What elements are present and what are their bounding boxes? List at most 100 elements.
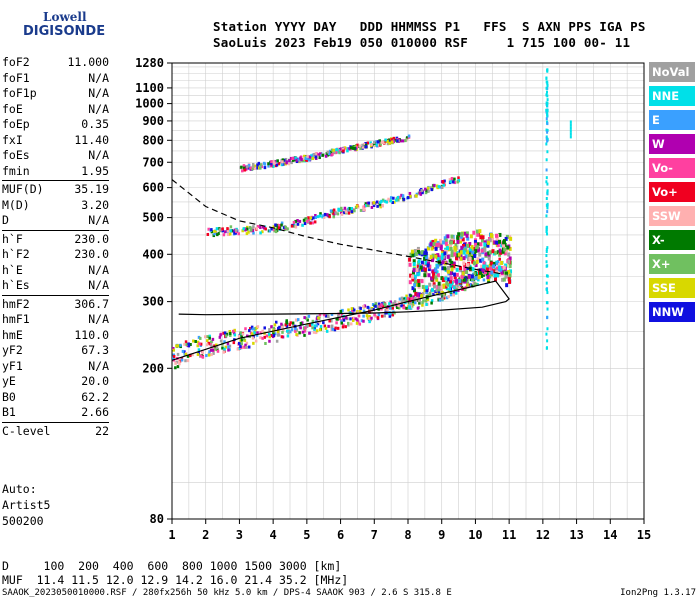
data-point [368, 317, 371, 321]
data-point [223, 347, 226, 351]
data-point [178, 362, 181, 366]
data-point [476, 257, 480, 262]
data-point [546, 288, 549, 292]
data-point [342, 323, 345, 327]
data-point [199, 336, 202, 340]
data-point [461, 237, 465, 242]
data-point [290, 224, 294, 228]
data-point [306, 154, 309, 158]
data-point [208, 336, 211, 340]
data-point [443, 266, 447, 271]
data-point [569, 120, 572, 124]
data-point [480, 248, 484, 253]
data-point [452, 250, 456, 255]
data-point [496, 250, 500, 255]
data-point [326, 213, 329, 217]
data-point [273, 161, 276, 165]
data-point [450, 267, 454, 272]
data-point [363, 304, 367, 308]
data-point [492, 261, 496, 266]
data-point [490, 261, 494, 266]
data-point [545, 180, 548, 184]
data-point [432, 274, 436, 279]
data-point [388, 314, 392, 318]
data-point [324, 326, 328, 330]
data-point [351, 146, 355, 150]
data-point [459, 256, 463, 261]
param-value: 2.66 [81, 405, 109, 419]
data-point [380, 314, 384, 318]
data-point [250, 327, 254, 331]
data-point [395, 198, 398, 202]
data-point [375, 200, 379, 204]
data-point [431, 256, 435, 261]
data-point [347, 321, 350, 325]
data-point [224, 230, 227, 234]
legend-entry: NoVal [649, 62, 695, 82]
data-point [231, 329, 235, 333]
data-point [269, 333, 273, 337]
data-point [305, 324, 309, 328]
data-point [545, 90, 548, 94]
data-point [199, 342, 203, 346]
data-point [256, 224, 260, 228]
data-point [420, 279, 424, 284]
data-point [454, 291, 458, 295]
data-point [346, 149, 349, 153]
data-point [482, 260, 486, 265]
data-point [443, 251, 447, 256]
data-point [504, 271, 508, 276]
data-point [403, 299, 406, 303]
data-point [206, 232, 210, 236]
data-point [472, 246, 476, 251]
data-point [545, 203, 548, 207]
data-point [498, 265, 502, 270]
data-point [353, 209, 356, 213]
data-point [466, 243, 470, 248]
data-point [458, 279, 462, 284]
data-point [456, 239, 460, 244]
data-point [449, 271, 453, 276]
data-point [492, 264, 496, 269]
data-point [439, 238, 443, 243]
data-point [340, 147, 343, 151]
data-point [370, 316, 373, 320]
data-point [431, 287, 435, 292]
data-point [302, 218, 306, 222]
data-point [332, 148, 335, 152]
data-point [180, 358, 184, 362]
data-point [482, 264, 486, 269]
data-point [470, 244, 474, 249]
data-point [380, 303, 383, 307]
data-point [384, 304, 387, 308]
data-point [416, 292, 420, 297]
data-point [289, 156, 293, 160]
param-value: 306.7 [74, 296, 109, 311]
data-point [274, 227, 277, 231]
data-point [305, 156, 309, 160]
data-point [453, 177, 456, 181]
data-point [460, 232, 464, 237]
data-point [411, 286, 415, 291]
data-point [433, 284, 437, 289]
legend-entry: Vo+ [649, 182, 695, 202]
data-point [251, 226, 254, 230]
data-point [277, 226, 281, 230]
data-point [263, 326, 266, 330]
param-separator [2, 180, 109, 181]
data-point [263, 335, 266, 339]
data-point [481, 267, 485, 272]
data-point [413, 283, 417, 288]
data-point [245, 345, 248, 349]
data-point [487, 256, 491, 261]
data-point [392, 196, 395, 200]
data-point [246, 227, 249, 231]
data-point [219, 339, 223, 343]
data-point [347, 211, 351, 215]
data-point [291, 157, 294, 161]
param-name: fxI [2, 132, 23, 147]
data-point [545, 226, 548, 230]
data-point [344, 146, 347, 150]
data-point [425, 288, 429, 293]
data-point [393, 200, 396, 204]
